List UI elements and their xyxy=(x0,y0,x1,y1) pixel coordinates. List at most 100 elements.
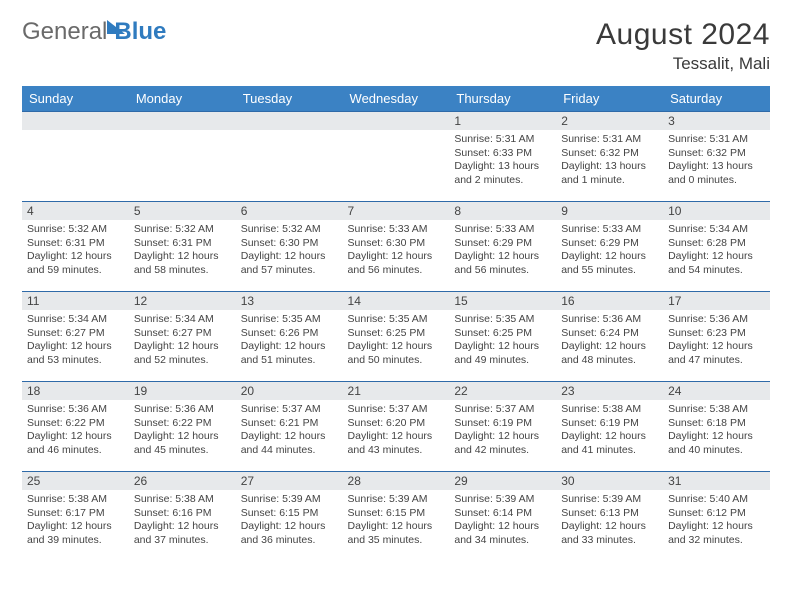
day-data: Sunrise: 5:36 AMSunset: 6:22 PMDaylight:… xyxy=(22,400,129,462)
sunset-line: Sunset: 6:24 PM xyxy=(561,327,658,341)
day-cell: 20Sunrise: 5:37 AMSunset: 6:21 PMDayligh… xyxy=(236,382,343,472)
day-number: 29 xyxy=(449,472,556,490)
day-number: 10 xyxy=(663,202,770,220)
sunset-line: Sunset: 6:33 PM xyxy=(454,147,551,161)
sunset-line: Sunset: 6:15 PM xyxy=(348,507,445,521)
day-cell: 18Sunrise: 5:36 AMSunset: 6:22 PMDayligh… xyxy=(22,382,129,472)
week-row: 25Sunrise: 5:38 AMSunset: 6:17 PMDayligh… xyxy=(22,472,770,562)
day-cell: 2Sunrise: 5:31 AMSunset: 6:32 PMDaylight… xyxy=(556,112,663,202)
day-data: Sunrise: 5:36 AMSunset: 6:24 PMDaylight:… xyxy=(556,310,663,372)
day-cell: 11Sunrise: 5:34 AMSunset: 6:27 PMDayligh… xyxy=(22,292,129,382)
day-number: 19 xyxy=(129,382,236,400)
day-cell: 14Sunrise: 5:35 AMSunset: 6:25 PMDayligh… xyxy=(343,292,450,382)
day-data: Sunrise: 5:38 AMSunset: 6:19 PMDaylight:… xyxy=(556,400,663,462)
day-number-empty xyxy=(22,112,129,130)
day-cell xyxy=(129,112,236,202)
day-cell xyxy=(343,112,450,202)
day-data: Sunrise: 5:37 AMSunset: 6:21 PMDaylight:… xyxy=(236,400,343,462)
sunrise-line: Sunrise: 5:32 AM xyxy=(134,223,231,237)
daylight-line: Daylight: 12 hours and 33 minutes. xyxy=(561,520,658,547)
day-header: Wednesday xyxy=(343,86,450,112)
sunrise-line: Sunrise: 5:34 AM xyxy=(134,313,231,327)
day-number: 12 xyxy=(129,292,236,310)
daylight-line: Daylight: 12 hours and 56 minutes. xyxy=(454,250,551,277)
sunset-line: Sunset: 6:12 PM xyxy=(668,507,765,521)
sunset-line: Sunset: 6:28 PM xyxy=(668,237,765,251)
day-header: Monday xyxy=(129,86,236,112)
daylight-line: Daylight: 13 hours and 2 minutes. xyxy=(454,160,551,187)
day-data: Sunrise: 5:38 AMSunset: 6:16 PMDaylight:… xyxy=(129,490,236,552)
day-cell: 21Sunrise: 5:37 AMSunset: 6:20 PMDayligh… xyxy=(343,382,450,472)
daylight-line: Daylight: 12 hours and 56 minutes. xyxy=(348,250,445,277)
sunrise-line: Sunrise: 5:35 AM xyxy=(454,313,551,327)
sunrise-line: Sunrise: 5:31 AM xyxy=(454,133,551,147)
month-title: August 2024 xyxy=(596,18,770,52)
day-number: 30 xyxy=(556,472,663,490)
day-cell: 5Sunrise: 5:32 AMSunset: 6:31 PMDaylight… xyxy=(129,202,236,292)
day-number: 8 xyxy=(449,202,556,220)
sunset-line: Sunset: 6:31 PM xyxy=(27,237,124,251)
sunrise-line: Sunrise: 5:31 AM xyxy=(561,133,658,147)
sunrise-line: Sunrise: 5:33 AM xyxy=(454,223,551,237)
sunrise-line: Sunrise: 5:34 AM xyxy=(27,313,124,327)
sunrise-line: Sunrise: 5:36 AM xyxy=(668,313,765,327)
day-cell: 13Sunrise: 5:35 AMSunset: 6:26 PMDayligh… xyxy=(236,292,343,382)
day-number: 11 xyxy=(22,292,129,310)
daylight-line: Daylight: 12 hours and 39 minutes. xyxy=(27,520,124,547)
sunset-line: Sunset: 6:25 PM xyxy=(348,327,445,341)
sunrise-line: Sunrise: 5:36 AM xyxy=(134,403,231,417)
daylight-line: Daylight: 12 hours and 48 minutes. xyxy=(561,340,658,367)
sunrise-line: Sunrise: 5:36 AM xyxy=(561,313,658,327)
day-cell: 8Sunrise: 5:33 AMSunset: 6:29 PMDaylight… xyxy=(449,202,556,292)
sunrise-line: Sunrise: 5:33 AM xyxy=(561,223,658,237)
daylight-line: Daylight: 12 hours and 54 minutes. xyxy=(668,250,765,277)
day-header: Saturday xyxy=(663,86,770,112)
sunset-line: Sunset: 6:21 PM xyxy=(241,417,338,431)
sunset-line: Sunset: 6:23 PM xyxy=(668,327,765,341)
day-cell: 25Sunrise: 5:38 AMSunset: 6:17 PMDayligh… xyxy=(22,472,129,562)
day-number: 3 xyxy=(663,112,770,130)
day-number: 16 xyxy=(556,292,663,310)
day-number: 1 xyxy=(449,112,556,130)
day-number: 6 xyxy=(236,202,343,220)
daylight-line: Daylight: 12 hours and 37 minutes. xyxy=(134,520,231,547)
day-number: 26 xyxy=(129,472,236,490)
day-number-empty xyxy=(343,112,450,130)
sunrise-line: Sunrise: 5:35 AM xyxy=(348,313,445,327)
sunrise-line: Sunrise: 5:39 AM xyxy=(348,493,445,507)
day-header: Tuesday xyxy=(236,86,343,112)
day-number: 25 xyxy=(22,472,129,490)
header: General Blue August 2024 Tessalit, Mali xyxy=(22,18,770,74)
week-row: 4Sunrise: 5:32 AMSunset: 6:31 PMDaylight… xyxy=(22,202,770,292)
week-row: 11Sunrise: 5:34 AMSunset: 6:27 PMDayligh… xyxy=(22,292,770,382)
sunrise-line: Sunrise: 5:37 AM xyxy=(454,403,551,417)
day-data: Sunrise: 5:32 AMSunset: 6:31 PMDaylight:… xyxy=(129,220,236,282)
day-cell: 15Sunrise: 5:35 AMSunset: 6:25 PMDayligh… xyxy=(449,292,556,382)
day-data: Sunrise: 5:31 AMSunset: 6:32 PMDaylight:… xyxy=(663,130,770,192)
sunrise-line: Sunrise: 5:39 AM xyxy=(241,493,338,507)
sunrise-line: Sunrise: 5:39 AM xyxy=(561,493,658,507)
day-number: 15 xyxy=(449,292,556,310)
location: Tessalit, Mali xyxy=(596,54,770,74)
day-data: Sunrise: 5:34 AMSunset: 6:27 PMDaylight:… xyxy=(129,310,236,372)
day-number: 14 xyxy=(343,292,450,310)
day-cell: 10Sunrise: 5:34 AMSunset: 6:28 PMDayligh… xyxy=(663,202,770,292)
day-data: Sunrise: 5:39 AMSunset: 6:13 PMDaylight:… xyxy=(556,490,663,552)
day-cell: 24Sunrise: 5:38 AMSunset: 6:18 PMDayligh… xyxy=(663,382,770,472)
daylight-line: Daylight: 12 hours and 41 minutes. xyxy=(561,430,658,457)
day-cell xyxy=(236,112,343,202)
day-cell xyxy=(22,112,129,202)
daylight-line: Daylight: 12 hours and 36 minutes. xyxy=(241,520,338,547)
day-cell: 29Sunrise: 5:39 AMSunset: 6:14 PMDayligh… xyxy=(449,472,556,562)
week-row: 18Sunrise: 5:36 AMSunset: 6:22 PMDayligh… xyxy=(22,382,770,472)
sunset-line: Sunset: 6:19 PM xyxy=(561,417,658,431)
sunrise-line: Sunrise: 5:37 AM xyxy=(241,403,338,417)
daylight-line: Daylight: 12 hours and 42 minutes. xyxy=(454,430,551,457)
day-number: 18 xyxy=(22,382,129,400)
day-number: 24 xyxy=(663,382,770,400)
sunset-line: Sunset: 6:32 PM xyxy=(668,147,765,161)
day-data: Sunrise: 5:39 AMSunset: 6:15 PMDaylight:… xyxy=(236,490,343,552)
daylight-line: Daylight: 12 hours and 53 minutes. xyxy=(27,340,124,367)
day-number: 4 xyxy=(22,202,129,220)
day-data: Sunrise: 5:40 AMSunset: 6:12 PMDaylight:… xyxy=(663,490,770,552)
